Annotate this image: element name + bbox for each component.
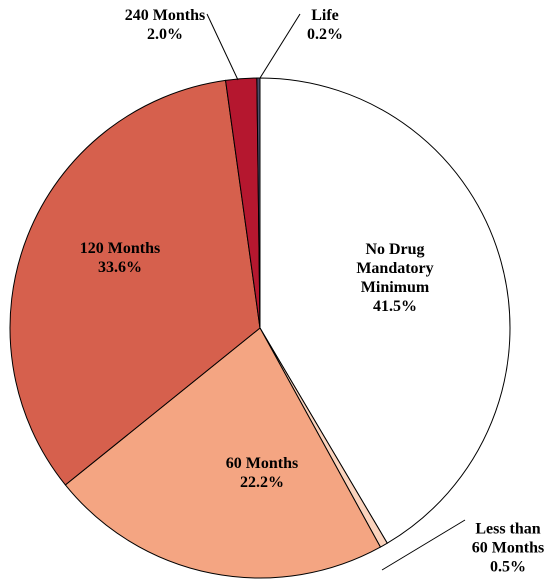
slice-label: 120 Months 33.6% [65, 239, 175, 277]
slice-label: 240 Months 2.0% [110, 6, 220, 44]
value-label: 2.0% [147, 26, 183, 43]
value-label: 22.2% [240, 474, 284, 491]
value-label: 33.6% [98, 259, 142, 276]
slice-label: Life 0.2% [295, 6, 355, 44]
pie-slice [9, 79, 261, 486]
value-label: 0.5% [490, 558, 526, 576]
leader-line [206, 13, 239, 81]
pie-slice [64, 327, 382, 579]
value-label: 41.5% [373, 298, 417, 315]
category-label: 60 Months [225, 455, 299, 472]
pie-slice [259, 77, 511, 544]
category-label: 120 Months [79, 240, 161, 257]
value-label: 0.2% [307, 26, 343, 43]
slice-label: 60 Months 22.2% [207, 454, 317, 492]
pie-slice [256, 77, 261, 329]
slice-label: No Drug Mandatory Minimum 41.5% [340, 240, 450, 316]
category-label: Less than 60 Months [471, 520, 545, 557]
slice-label: Less than 60 Months 0.5% [466, 520, 551, 577]
leader-line [381, 519, 466, 571]
category-label: Life [311, 7, 339, 24]
leader-line [259, 13, 301, 79]
category-label: No Drug Mandatory Minimum [356, 241, 434, 296]
category-label: 240 Months [124, 7, 206, 24]
